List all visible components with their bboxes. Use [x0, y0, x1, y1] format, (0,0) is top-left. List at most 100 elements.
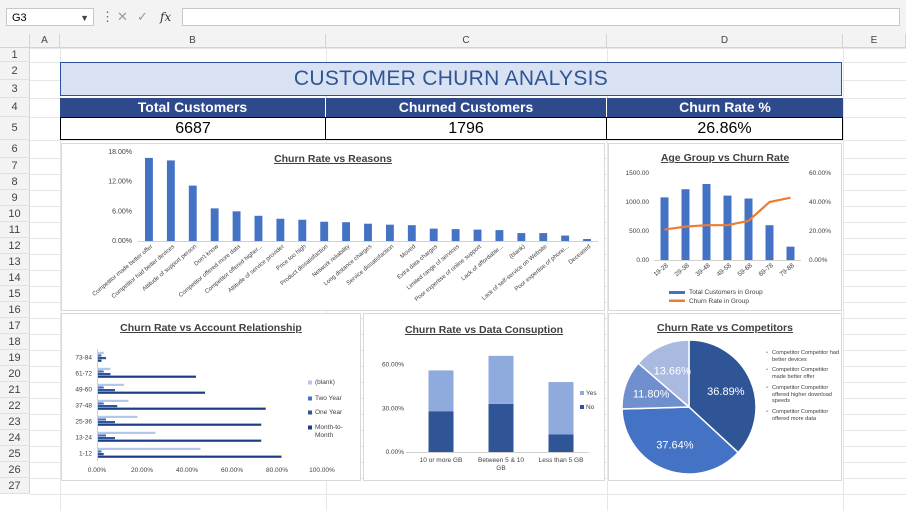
bar	[561, 235, 570, 241]
x-tick-label: 59-68	[737, 262, 755, 278]
kpi-churned-customers-value: 1796	[326, 117, 607, 140]
row-header[interactable]: 4	[0, 98, 30, 117]
row-header[interactable]: 3	[0, 80, 30, 98]
reasons-plot: 0.00%6.00%12.00%18.00%Competitor made be…	[92, 149, 598, 303]
row-header[interactable]: 1	[0, 48, 30, 62]
churn-rate-line	[664, 196, 791, 231]
row-header[interactable]: 5	[0, 117, 30, 140]
x-tick-label: Moved	[399, 244, 417, 260]
legend-entry: Competitor Competitor offered more data	[766, 409, 842, 422]
row-header[interactable]: 14	[0, 270, 30, 286]
row-header[interactable]: 12	[0, 238, 30, 254]
bar	[210, 208, 219, 241]
insert-function-button[interactable]: fx	[160, 10, 172, 24]
row-header[interactable]: 6	[0, 140, 30, 158]
row-header[interactable]: 24	[0, 430, 30, 446]
bar	[97, 367, 111, 370]
bar	[723, 195, 732, 260]
bar	[97, 431, 156, 434]
x-tick-label: 69-78	[758, 262, 776, 278]
x-tick-label: (blank)	[509, 244, 527, 260]
select-all-corner[interactable]	[0, 34, 30, 48]
bar	[451, 229, 460, 241]
y-tick-label: 25-36	[75, 419, 92, 426]
x-tick-label: 0.00%	[88, 467, 107, 474]
legend-entry: Competitor Competitor made better offer	[766, 367, 842, 380]
chart-churn-reasons[interactable]: Churn Rate vs Reasons 0.00% 6.00% 12.00% 18…	[61, 143, 605, 311]
bar	[97, 373, 111, 376]
column-header-d[interactable]: D	[607, 34, 843, 48]
row-header[interactable]: 27	[0, 478, 30, 494]
row-header[interactable]: 7	[0, 158, 30, 174]
row-header[interactable]: 16	[0, 302, 30, 318]
legend-label: Two Year	[315, 395, 343, 402]
row-header[interactable]: 20	[0, 366, 30, 382]
row-header[interactable]: 18	[0, 334, 30, 350]
bar	[97, 405, 118, 408]
row-header[interactable]: 8	[0, 174, 30, 190]
bar	[765, 225, 774, 260]
chevron-down-icon[interactable]: ▼	[80, 13, 89, 23]
kpi-total-customers-label: Total Customers	[60, 98, 326, 117]
bar	[429, 228, 438, 241]
row-header[interactable]: 17	[0, 318, 30, 334]
legend-label: No	[586, 404, 595, 411]
bar	[786, 246, 795, 260]
row-header[interactable]: 23	[0, 414, 30, 430]
y-tick-label: 18.00%	[108, 149, 132, 156]
row-header[interactable]: 11	[0, 222, 30, 238]
bar	[97, 370, 104, 373]
enter-icon[interactable]: ✓	[137, 9, 148, 24]
row-header[interactable]: 9	[0, 190, 30, 206]
row-header[interactable]: 10	[0, 206, 30, 222]
legend-entry: Competitor Competitor offered higher dow…	[766, 385, 842, 405]
row-header[interactable]: 2	[0, 62, 30, 80]
chart-age-group[interactable]: Age Group vs Churn Rate 0.00 500.00 1000.0…	[608, 143, 842, 311]
row-header[interactable]: 26	[0, 462, 30, 478]
y-right-tick-label: 60.00%	[809, 170, 831, 177]
bar	[97, 418, 106, 421]
x-tick-label: 79-88	[779, 262, 797, 278]
legend-swatch	[308, 425, 312, 430]
y-tick-label: 49-60	[75, 387, 92, 394]
cancel-icon[interactable]: ✕	[117, 9, 128, 24]
kpi-total-customers-value: 6687	[60, 117, 326, 140]
x-tick-label: 80.00%	[266, 467, 288, 474]
chart-account-relationship[interactable]: Churn Rate vs Account Relationship 73-84…	[61, 313, 361, 481]
bar	[97, 357, 106, 360]
bar	[583, 239, 591, 241]
x-tick-label: Less than 5 GB	[539, 457, 584, 464]
row-header[interactable]: 25	[0, 446, 30, 462]
bar	[97, 383, 124, 386]
bar	[97, 407, 266, 410]
legend-label: Total Customers in Group	[689, 289, 763, 296]
bar	[495, 230, 504, 241]
row-header[interactable]: 21	[0, 382, 30, 398]
column-header-c[interactable]: C	[326, 34, 607, 48]
column-header-e[interactable]: E	[843, 34, 906, 48]
x-tick-label: Extra data charges	[397, 244, 439, 281]
bar	[681, 189, 690, 260]
chart-data-consumption[interactable]: Churn Rate vs Data Consuption 0.00% 30.00…	[363, 313, 605, 481]
legend-label: Month-to-Month	[315, 424, 343, 439]
row-header[interactable]: 13	[0, 254, 30, 270]
name-box[interactable]: G3 ▼	[6, 8, 94, 26]
bar	[97, 421, 115, 424]
chart-competitors[interactable]: Churn Rate vs Competitors 36.89% 37.64% 11…	[608, 313, 842, 481]
row-header[interactable]: 19	[0, 350, 30, 366]
more-options-icon[interactable]: ⋮	[101, 9, 114, 24]
legend-swatch	[308, 410, 312, 415]
bar	[145, 157, 153, 241]
column-header-b[interactable]: B	[60, 34, 326, 48]
row-header[interactable]: 15	[0, 286, 30, 302]
formula-input[interactable]	[182, 8, 900, 26]
legend-label: One Year	[315, 409, 343, 416]
legend-swatch	[308, 380, 312, 385]
y-right-tick-label: 40.00%	[809, 199, 831, 206]
x-tick-label: Lack of affordable...	[461, 244, 505, 283]
column-header-a[interactable]: A	[30, 34, 60, 48]
bar	[97, 447, 201, 450]
x-tick-label: Between 5 & 10 GB	[478, 457, 524, 472]
x-tick-label: Deceased	[568, 244, 593, 266]
row-header[interactable]: 22	[0, 398, 30, 414]
